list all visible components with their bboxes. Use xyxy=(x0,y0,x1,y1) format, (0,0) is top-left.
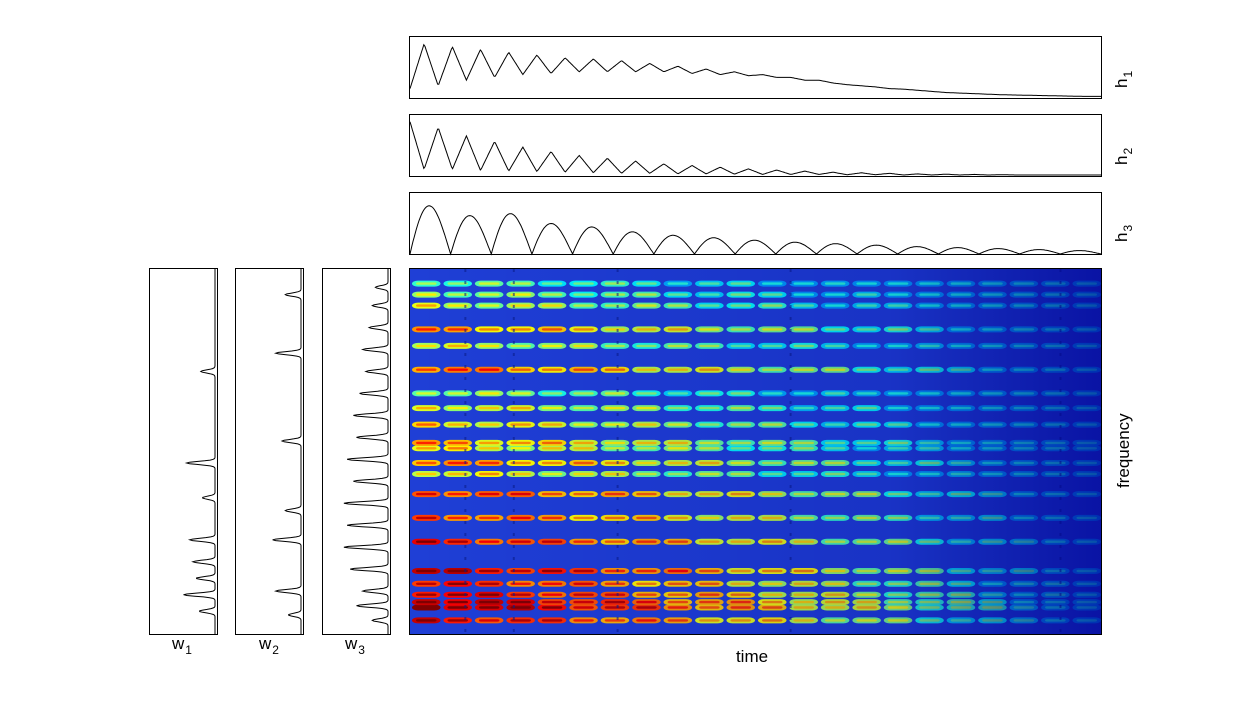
w1-label-letter: w xyxy=(172,634,185,653)
w3-trace xyxy=(343,269,389,635)
h1-label-letter: h xyxy=(1112,78,1131,88)
w3-label-letter: w xyxy=(345,634,358,653)
h1-label: h1 xyxy=(1112,58,1142,88)
time-label: time xyxy=(735,647,769,666)
w3-label: w3 xyxy=(345,634,365,657)
w2-label-sub: 2 xyxy=(272,643,279,657)
h1-trace xyxy=(409,43,1101,97)
w1-trace xyxy=(183,269,216,635)
w1-frame xyxy=(149,268,218,635)
h3-label: h3 xyxy=(1112,212,1142,242)
spectrogram-fade xyxy=(410,269,1102,635)
h1-label-sub: 1 xyxy=(1121,70,1135,78)
w2-label: w2 xyxy=(259,634,279,657)
w2-frame xyxy=(235,268,304,635)
h2-label: h2 xyxy=(1112,135,1142,165)
h3-label-letter: h xyxy=(1112,232,1131,242)
h2-label-sub: 2 xyxy=(1121,147,1135,155)
h3-trace xyxy=(409,205,1102,256)
w1-label-sub: 1 xyxy=(185,643,192,657)
w3-frame xyxy=(322,268,391,635)
w2-label-letter: w xyxy=(259,634,272,653)
w2-trace xyxy=(272,269,302,635)
w1-label: w1 xyxy=(172,634,192,657)
w3-label-sub: 3 xyxy=(358,643,365,657)
h3-frame xyxy=(409,192,1102,255)
h2-label-letter: h xyxy=(1112,155,1131,165)
h2-trace xyxy=(409,121,1101,176)
h2-frame xyxy=(409,114,1102,177)
h3-label-sub: 3 xyxy=(1121,224,1135,232)
h1-frame xyxy=(409,36,1102,99)
frequency-label: frequency xyxy=(1114,413,1133,488)
spectrogram-frame xyxy=(409,268,1102,635)
